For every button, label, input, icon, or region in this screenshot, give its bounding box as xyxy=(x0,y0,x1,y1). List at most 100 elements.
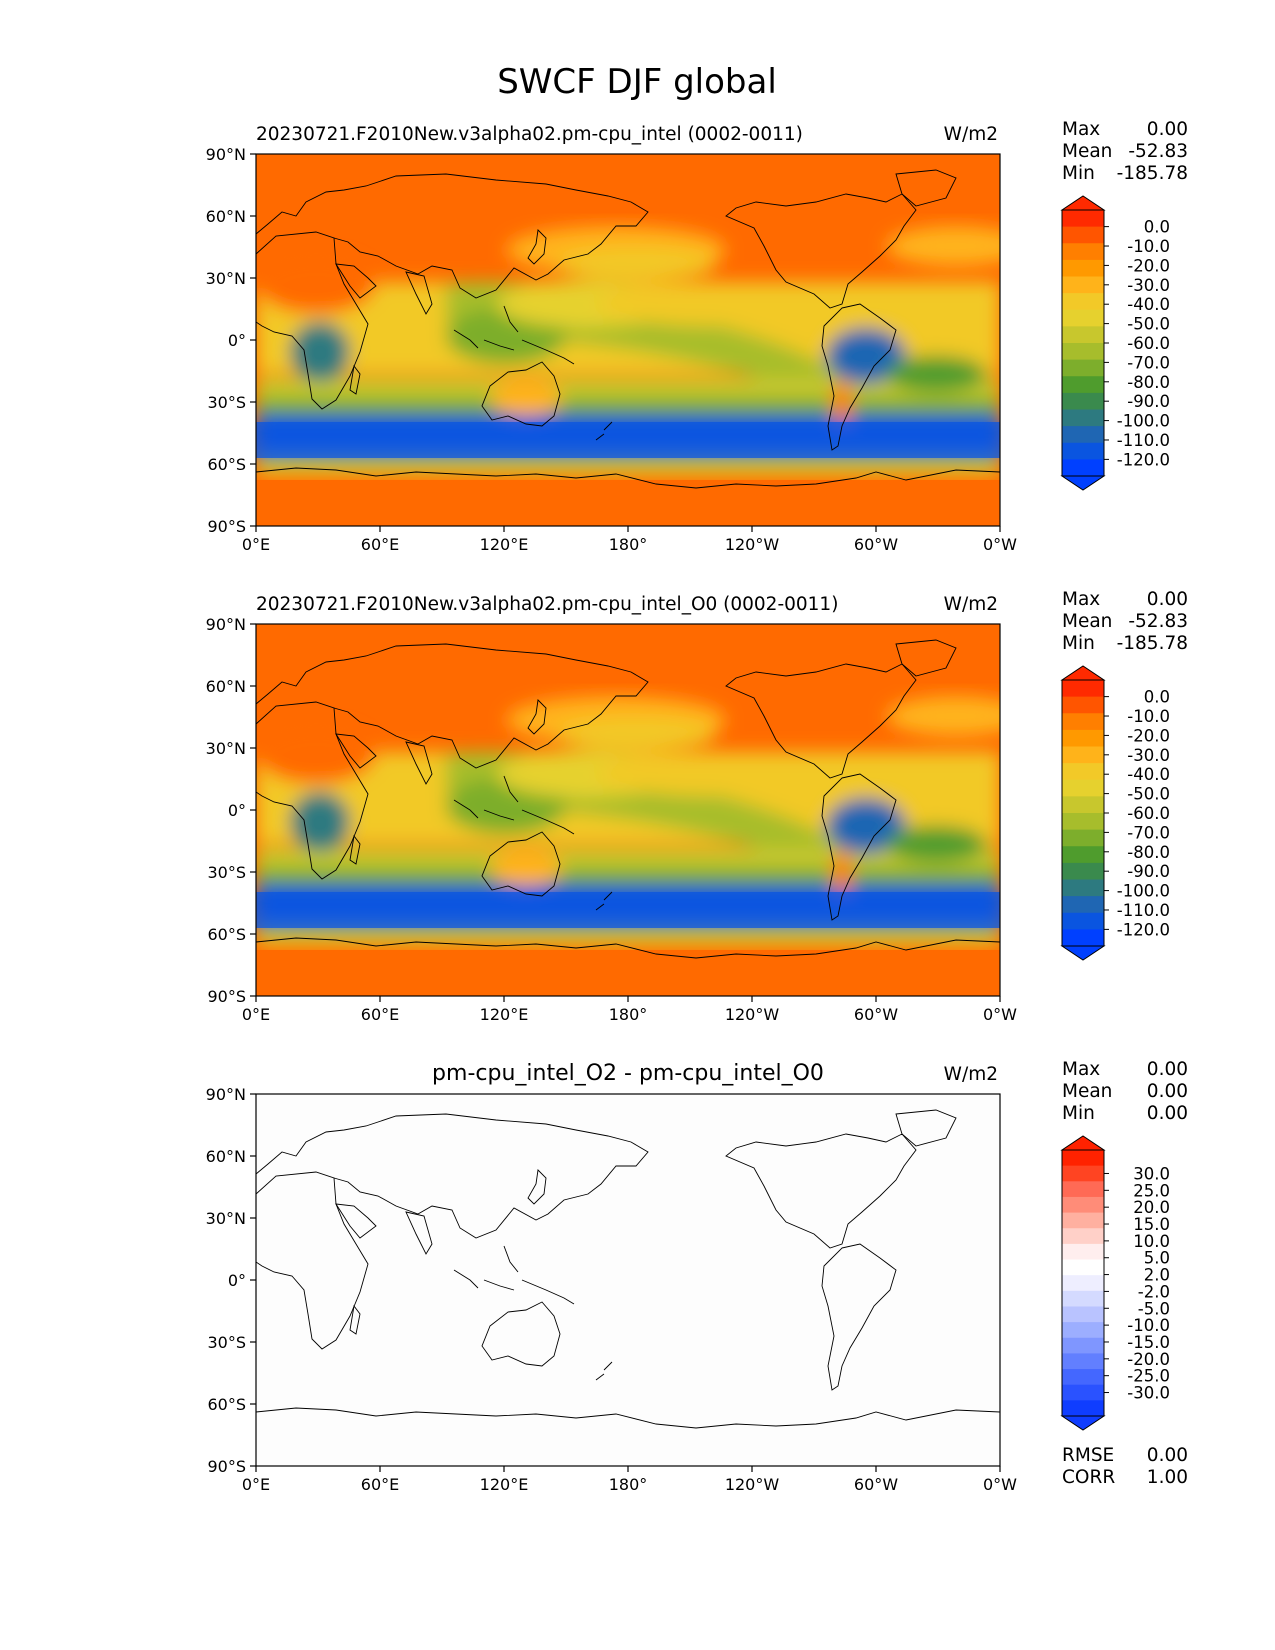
lon-tick-label: 120°E xyxy=(480,1475,529,1494)
colorbar-tick-label: -80.0 xyxy=(1127,373,1170,392)
map-field xyxy=(256,1094,1000,1466)
corr-value: 1.00 xyxy=(1147,1467,1188,1488)
colorbar-swatch xyxy=(1062,1196,1104,1214)
colorbar-swatch xyxy=(1062,309,1104,327)
colorbar-swatch xyxy=(1062,713,1104,731)
lon-tick-label: 120°E xyxy=(480,535,529,554)
colorbar-swatch xyxy=(1062,226,1104,244)
lon-tick-label: 0°E xyxy=(242,1475,270,1494)
lon-tick-label: 60°W xyxy=(854,535,898,554)
error-stats: RMSE 0.00 CORR 1.00 xyxy=(1062,1445,1188,1488)
colorbar-tick-label: -30.0 xyxy=(1127,746,1170,765)
lon-tick-label: 180° xyxy=(609,1005,648,1024)
lat-tick-label: 30°S xyxy=(207,863,246,882)
rmse-value: 0.00 xyxy=(1147,1445,1188,1466)
stat-mean-label: Mean xyxy=(1062,611,1112,632)
stat-mean-label: Mean xyxy=(1062,1081,1112,1102)
panel-title: pm-cpu_intel_O2 - pm-cpu_intel_O0 xyxy=(432,1061,824,1086)
stats-block: Max 0.00 Mean -52.83 Min -185.78 xyxy=(1062,589,1188,654)
colorbar-tick-label: -60.0 xyxy=(1127,804,1170,823)
colorbar-tick-label: -10.0 xyxy=(1127,1316,1170,1335)
colorbar-tick-label: -15.0 xyxy=(1127,1333,1170,1352)
colorbar-extend-max xyxy=(1060,665,1106,681)
colorbar-tick-label: -20.0 xyxy=(1127,726,1170,745)
stat-max-value: 0.00 xyxy=(1147,119,1188,140)
rmse-label: RMSE xyxy=(1062,1445,1114,1466)
colorbar-tick-label: 0.0 xyxy=(1144,218,1170,237)
colorbar-swatch xyxy=(1062,1165,1104,1182)
lat-tick-label: 30°S xyxy=(207,393,246,412)
colorbar-swatch xyxy=(1062,1228,1104,1245)
lon-tick-label: 60°W xyxy=(854,1475,898,1494)
colorbar-swatch xyxy=(1062,459,1104,477)
lon-tick-label: 120°W xyxy=(725,1005,780,1024)
units-label: W/m2 xyxy=(944,594,998,615)
stat-min-value: 0.00 xyxy=(1147,1103,1188,1124)
colorbar-tick-label: -70.0 xyxy=(1127,353,1170,372)
panel-title: 20230721.F2010New.v3alpha02.pm-cpu_intel… xyxy=(256,594,838,615)
lat-tick-label: 60°S xyxy=(207,925,246,944)
colorbar-swatch xyxy=(1062,763,1104,781)
lon-tick-label: 0°E xyxy=(242,535,270,554)
colorbar-tick-label: -10.0 xyxy=(1127,707,1170,726)
stat-mean-value: -52.83 xyxy=(1128,141,1188,162)
colorbar-swatch xyxy=(1062,1306,1104,1323)
colorbar-tick-label: -90.0 xyxy=(1127,392,1170,411)
colorbar-frame xyxy=(1061,1149,1105,1417)
units-label: W/m2 xyxy=(944,1064,998,1085)
stat-max-value: 0.00 xyxy=(1147,589,1188,610)
colorbar-swatch xyxy=(1062,376,1104,394)
colorbar-swatch xyxy=(1062,1353,1104,1370)
lat-tick-label: 90°N xyxy=(206,615,246,634)
colorbar-swatch xyxy=(1062,879,1104,897)
lon-tick-label: 0°W xyxy=(983,1005,1017,1024)
panel-title: 20230721.F2010New.v3alpha02.pm-cpu_intel… xyxy=(256,124,803,145)
panel-reference: 20230721.F2010New.v3alpha02.pm-cpu_intel… xyxy=(206,589,1188,1024)
colorbar-tick-label: -80.0 xyxy=(1127,843,1170,862)
colorbar-swatch xyxy=(1062,1400,1104,1417)
colorbar-tick-label: 2.0 xyxy=(1144,1266,1170,1285)
colorbar-swatch xyxy=(1062,1150,1104,1167)
lon-tick-label: 60°E xyxy=(361,1475,399,1494)
lat-tick-label: 30°S xyxy=(207,1333,246,1352)
colorbar-swatch xyxy=(1062,696,1104,714)
colorbar-tick-label: -60.0 xyxy=(1127,334,1170,353)
colorbar-tick-label: 0.0 xyxy=(1144,688,1170,707)
colorbar-swatch xyxy=(1062,442,1104,460)
stat-max-label: Max xyxy=(1062,589,1100,610)
corr-label: CORR xyxy=(1062,1467,1115,1488)
lat-tick-label: 30°N xyxy=(206,269,246,288)
colorbar-tick-label: -90.0 xyxy=(1127,862,1170,881)
colorbar-swatch xyxy=(1062,796,1104,814)
stat-max-value: 0.00 xyxy=(1147,1059,1188,1080)
colorbar-swatch xyxy=(1062,359,1104,377)
stat-mean-value: -52.83 xyxy=(1128,611,1188,632)
colorbar-swatch xyxy=(1062,426,1104,444)
colorbar-tick-label: -5.0 xyxy=(1138,1299,1170,1318)
colorbar-swatch xyxy=(1062,1290,1104,1307)
lon-tick-label: 60°E xyxy=(361,535,399,554)
colorbar-tick-label: -25.0 xyxy=(1127,1367,1170,1386)
colorbar-tick-label: -2.0 xyxy=(1138,1282,1170,1301)
colorbar-swatch xyxy=(1062,846,1104,864)
colorbar-extend-max xyxy=(1060,195,1106,211)
lon-tick-label: 120°W xyxy=(725,1475,780,1494)
stat-max-label: Max xyxy=(1062,1059,1100,1080)
colorbar-tick-label: -40.0 xyxy=(1127,295,1170,314)
colorbar-swatch xyxy=(1062,276,1104,294)
lon-tick-label: 120°E xyxy=(480,1005,529,1024)
map-field xyxy=(256,624,1000,996)
colorbar: 30.025.020.015.010.05.02.0-2.0-5.0-10.0-… xyxy=(1060,1135,1170,1431)
units-label: W/m2 xyxy=(944,124,998,145)
colorbar-swatch xyxy=(1062,862,1104,880)
stat-max-label: Max xyxy=(1062,119,1100,140)
colorbar-swatch xyxy=(1062,1337,1104,1354)
colorbar-swatch xyxy=(1062,1322,1104,1339)
colorbar-swatch xyxy=(1062,829,1104,847)
colorbar-tick-label: -100.0 xyxy=(1117,412,1170,431)
stats-block: Max 0.00 Mean 0.00 Min 0.00 xyxy=(1062,1059,1188,1124)
colorbar-swatch xyxy=(1062,343,1104,361)
map-field xyxy=(256,154,1000,526)
lat-tick-label: 90°S xyxy=(207,1457,246,1476)
colorbar-extend-min xyxy=(1060,1415,1106,1431)
